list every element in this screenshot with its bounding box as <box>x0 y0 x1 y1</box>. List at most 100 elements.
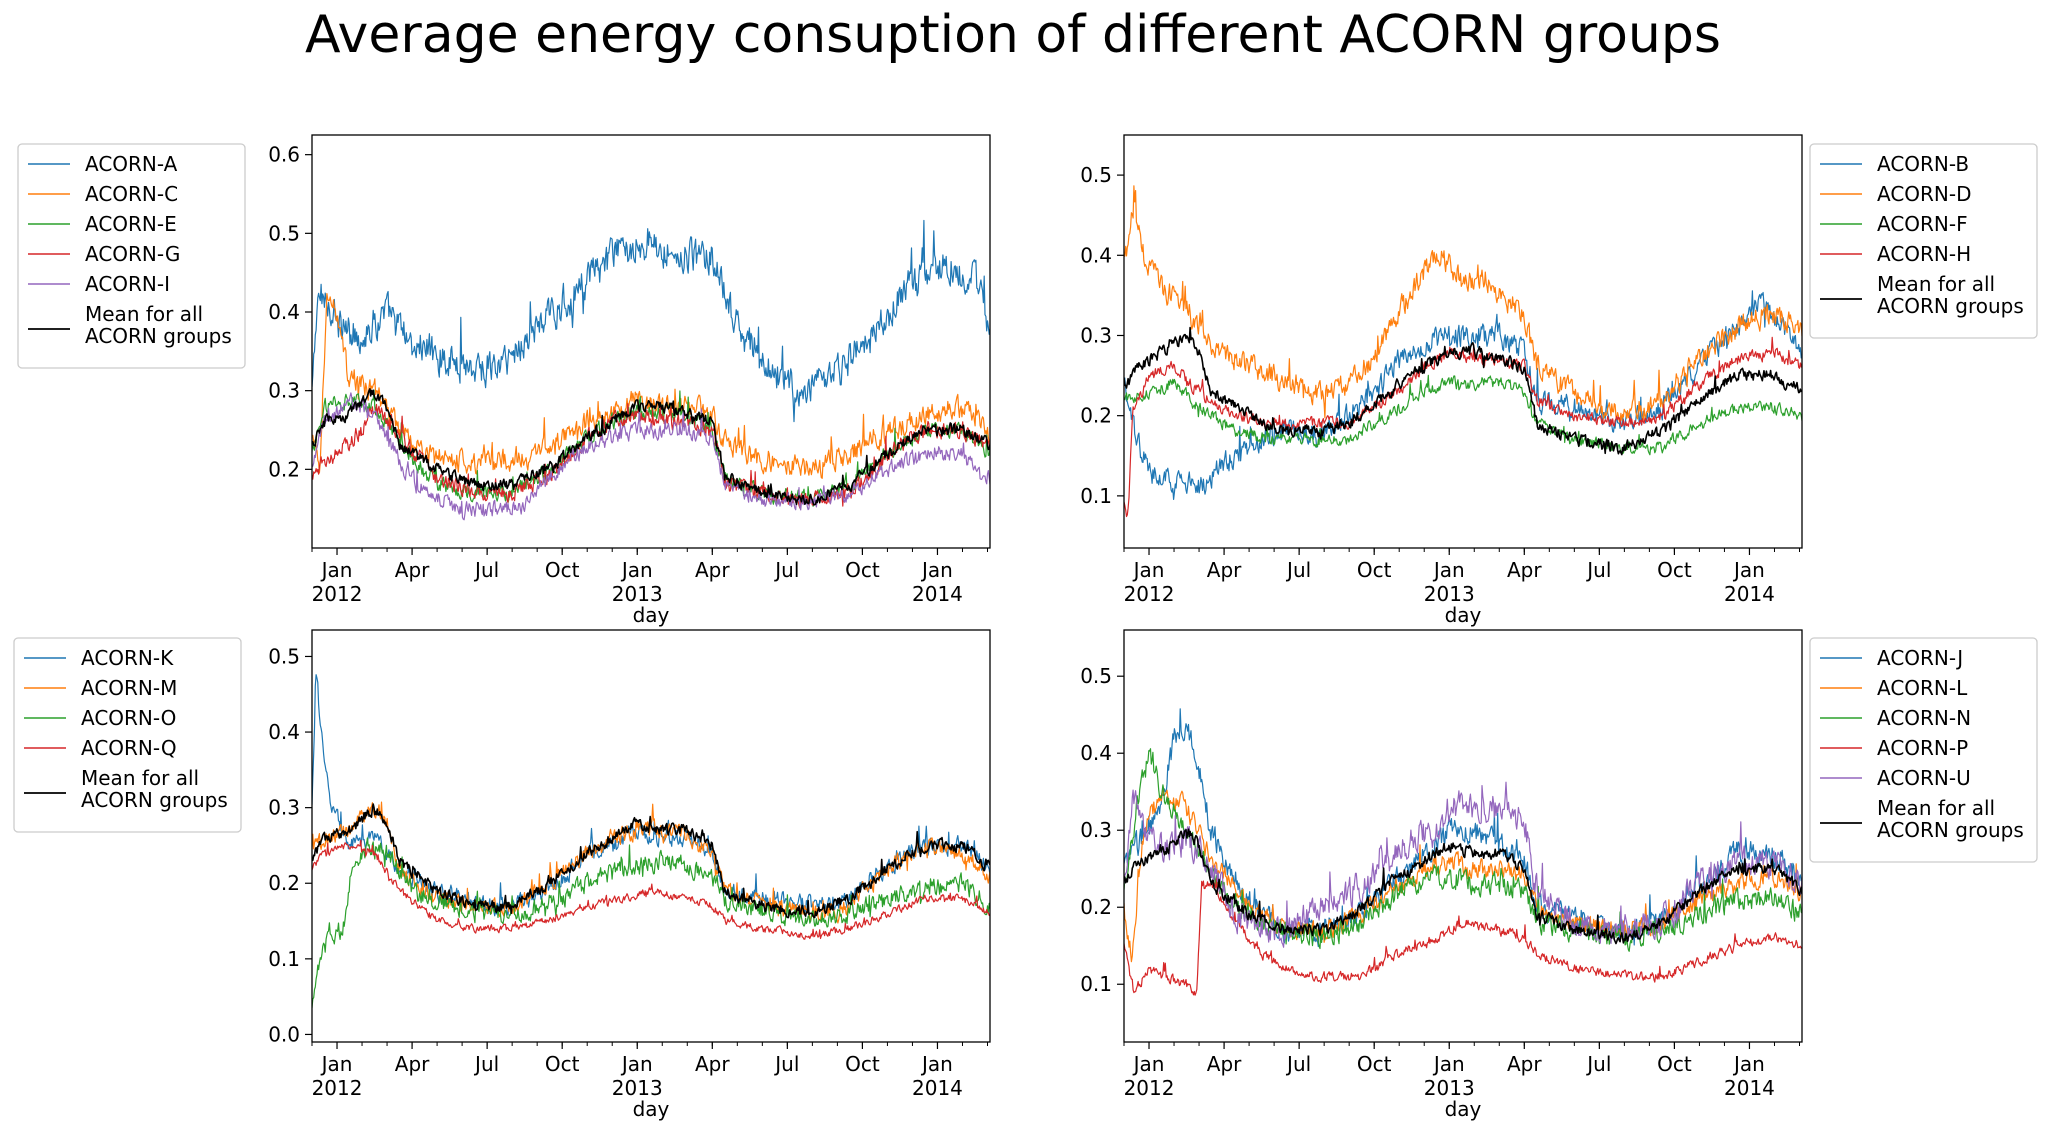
x-tick-label: Jul <box>473 558 499 582</box>
x-axis-label: day <box>1445 603 1482 627</box>
x-tick-label: Apr <box>1507 558 1542 582</box>
series-line-acorn-a <box>312 219 990 423</box>
x-tick-year-label: 2013 <box>1424 582 1475 606</box>
legend-label-acorn-o: ACORN-O <box>81 706 176 730</box>
series-line-acorn-l <box>1124 785 1802 963</box>
axes-frame <box>1123 629 1803 1043</box>
x-tick-year-label: 2014 <box>912 1076 963 1100</box>
series-line-mean-for-all-acorn-groups <box>312 387 990 506</box>
legend-label-acorn-f: ACORN-F <box>1877 212 1968 236</box>
series-line-acorn-q <box>312 839 990 940</box>
x-tick-label: Jan <box>620 558 653 582</box>
x-tick-label: Jan <box>920 558 953 582</box>
legend-label-mean-for-all-acorn-groups: Mean for all ACORN groups <box>1877 272 2024 318</box>
x-tick-year-label: 2014 <box>912 582 963 606</box>
series-line-acorn-b <box>1124 290 1802 500</box>
legend-label-acorn-n: ACORN-N <box>1877 706 1971 730</box>
legend: ACORN-K ACORN-M ACORN-O ACORN-Q Mean for all… <box>13 637 242 833</box>
axes-frame <box>311 134 991 549</box>
legend: ACORN-B ACORN-D ACORN-F ACORN-H Mean for all… <box>1809 143 2038 339</box>
x-tick-label: Jan <box>1132 1052 1165 1076</box>
y-tick-label: 0.1 <box>1080 972 1112 996</box>
series-line-acorn-p <box>1124 877 1802 996</box>
x-axis-label: day <box>1445 1097 1482 1121</box>
y-tick-label: 0.2 <box>1080 404 1112 428</box>
x-tick-label: Jul <box>1585 1052 1611 1076</box>
x-tick-year-label: 2012 <box>1124 1076 1175 1100</box>
series-line-acorn-o <box>312 837 990 1009</box>
y-tick-label: 0.2 <box>268 457 300 481</box>
x-tick-label: Jul <box>773 558 799 582</box>
y-tick-label: 0.1 <box>1080 484 1112 508</box>
y-tick-label: 0.4 <box>268 720 300 744</box>
x-tick-label: Oct <box>1357 558 1392 582</box>
series-group <box>312 219 990 521</box>
legend: ACORN-A ACORN-C ACORN-E ACORN-G ACORN-I Mean … <box>17 143 246 369</box>
x-tick-label: Jan <box>1732 558 1765 582</box>
legend-label-acorn-b: ACORN-B <box>1877 152 1969 176</box>
series-line-mean-for-all-acorn-groups <box>1124 326 1802 456</box>
y-tick-label: 0.3 <box>1080 818 1112 842</box>
y-tick-label: 0.5 <box>268 644 300 668</box>
legend-label-acorn-u: ACORN-U <box>1877 766 1971 790</box>
legend-box <box>17 143 246 369</box>
legend-label-acorn-k: ACORN-K <box>81 646 174 670</box>
y-tick-label: 0.0 <box>268 1022 300 1046</box>
x-tick-label: Oct <box>1657 1052 1692 1076</box>
axes-frame <box>1123 134 1803 549</box>
legend-label-acorn-p: ACORN-P <box>1877 736 1968 760</box>
legend-label-acorn-m: ACORN-M <box>81 676 177 700</box>
axes-frame <box>311 629 991 1043</box>
y-tick-label: 0.5 <box>1080 163 1112 187</box>
series-line-acorn-u <box>1124 781 1802 948</box>
x-tick-label: Jul <box>1585 558 1611 582</box>
series-line-acorn-f <box>1124 374 1802 456</box>
x-tick-label: Jul <box>1285 558 1311 582</box>
x-tick-label: Oct <box>545 1052 580 1076</box>
x-tick-label: Apr <box>1207 1052 1242 1076</box>
legend-label-acorn-h: ACORN-H <box>1877 242 1971 266</box>
x-tick-label: Oct <box>845 1052 880 1076</box>
y-tick-label: 0.3 <box>268 796 300 820</box>
x-axis-label: day <box>633 603 670 627</box>
x-tick-label: Oct <box>545 558 580 582</box>
x-tick-year-label: 2012 <box>312 1076 363 1100</box>
y-tick-label: 0.5 <box>1080 664 1112 688</box>
y-tick-label: 0.4 <box>1080 741 1112 765</box>
legend-label-acorn-l: ACORN-L <box>1877 676 1968 700</box>
y-tick-label: 0.1 <box>268 947 300 971</box>
x-tick-label: Jan <box>620 1052 653 1076</box>
x-tick-label: Jul <box>1285 1052 1311 1076</box>
legend-label-acorn-g: ACORN-G <box>85 242 180 266</box>
x-tick-label: Jan <box>320 1052 353 1076</box>
x-tick-label: Jan <box>1432 558 1465 582</box>
legend-label-mean-for-all-acorn-groups: Mean for all ACORN groups <box>1877 796 2024 842</box>
legend-label-acorn-j: ACORN-J <box>1877 646 1963 670</box>
legend-label-acorn-d: ACORN-D <box>1877 182 1972 206</box>
x-tick-label: Apr <box>695 558 730 582</box>
x-tick-year-label: 2013 <box>612 582 663 606</box>
x-tick-label: Jul <box>473 1052 499 1076</box>
x-tick-year-label: 2014 <box>1724 1076 1775 1100</box>
x-tick-label: Apr <box>1507 1052 1542 1076</box>
x-tick-label: Apr <box>395 558 430 582</box>
y-tick-label: 0.6 <box>268 143 300 167</box>
x-tick-label: Jan <box>1432 1052 1465 1076</box>
legend-box <box>1809 143 2038 339</box>
y-tick-label: 0.2 <box>1080 895 1112 919</box>
legend-label-acorn-c: ACORN-C <box>85 182 178 206</box>
y-tick-label: 0.3 <box>1080 323 1112 347</box>
series-group <box>1124 185 1802 518</box>
legend-label-acorn-i: ACORN-I <box>85 272 170 296</box>
y-tick-label: 0.3 <box>268 379 300 403</box>
x-tick-label: Jan <box>920 1052 953 1076</box>
legend: ACORN-J ACORN-L ACORN-N ACORN-P ACORN-U Mean … <box>1809 637 2038 863</box>
legend-box <box>1809 637 2038 863</box>
y-tick-label: 0.4 <box>1080 243 1112 267</box>
legend-label-mean-for-all-acorn-groups: Mean for all ACORN groups <box>85 302 232 348</box>
